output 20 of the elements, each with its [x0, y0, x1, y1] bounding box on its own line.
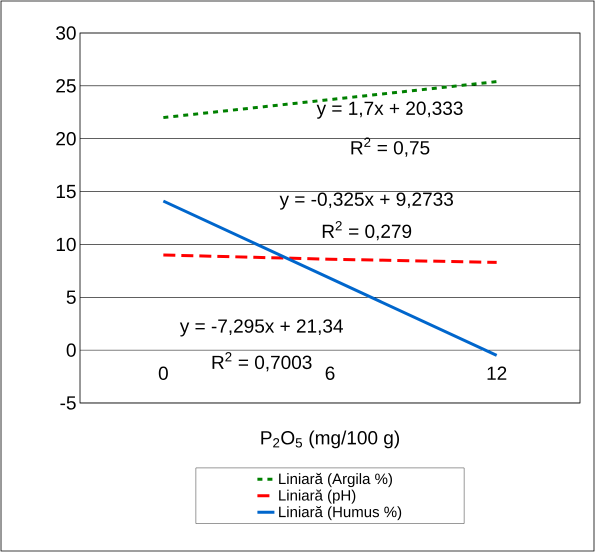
y-tick-label: 0	[66, 343, 76, 357]
annotation: y = -7,295x + 21,34	[180, 319, 343, 337]
x-axis-title: P$_{2}$O$_{5}$ (mg/100 g)	[261, 430, 400, 448]
annotation: R$^{2}$ = 0,279	[322, 221, 412, 240]
y-tick-label: -5	[60, 396, 76, 410]
y-tick-label: 20	[56, 132, 76, 146]
annotation: y = -0,325x + 9,2733	[280, 192, 453, 210]
y-tick-label: 5	[66, 290, 76, 304]
y-tick-label: 15	[56, 184, 76, 198]
x-tick-label: 12	[488, 366, 506, 380]
legend-label: Liniară (pH)	[279, 489, 356, 504]
legend-label: Liniară (Argila %)	[279, 472, 392, 488]
annotation: R$^{2}$ = 0,7003	[212, 352, 312, 372]
y-tick-label: 10	[56, 238, 76, 252]
y-tick-label: 30	[56, 26, 76, 40]
annotation: y = 1,7x + 20,333	[316, 102, 463, 119]
x-tick-label: 0	[158, 366, 168, 380]
legend-label: Liniară (Humus %)	[279, 506, 402, 520]
x-tick-label: 6	[326, 366, 334, 380]
y-tick-label: 25	[56, 79, 76, 93]
